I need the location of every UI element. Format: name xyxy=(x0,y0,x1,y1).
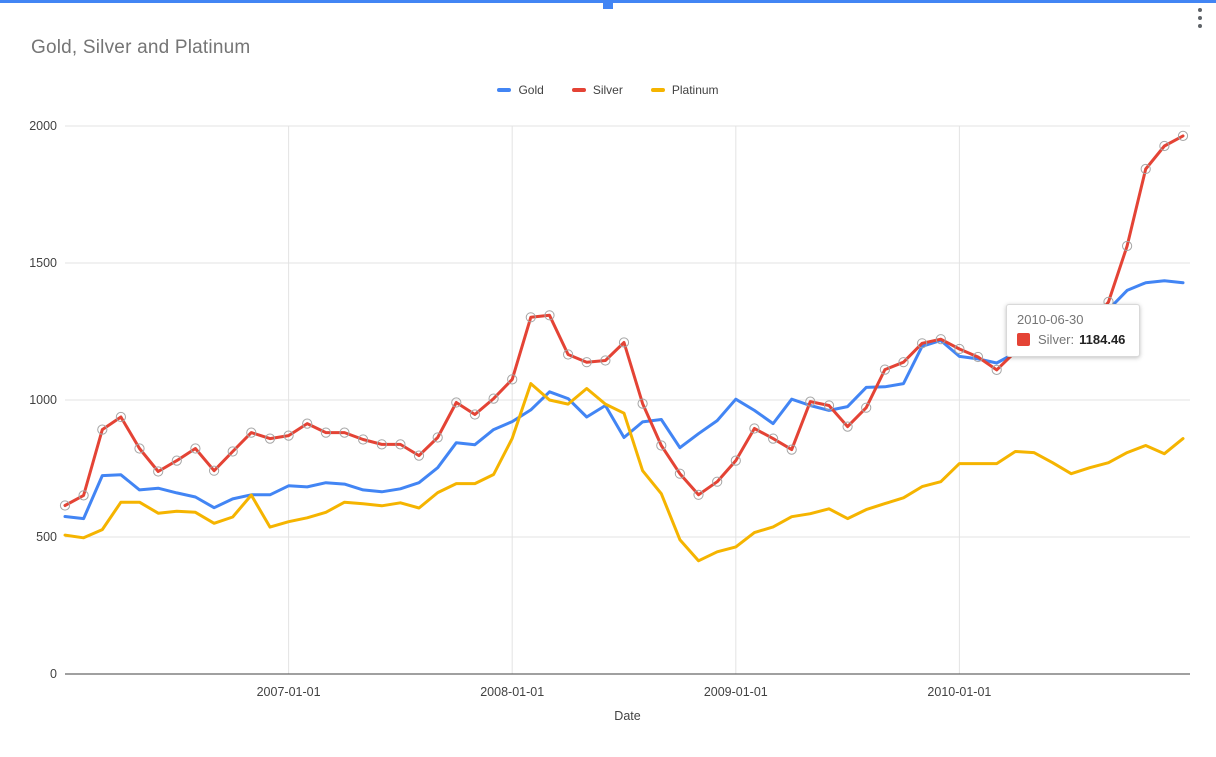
data-point-marker[interactable] xyxy=(59,500,71,511)
legend-label: Gold xyxy=(518,83,544,97)
legend-item-gold[interactable]: Gold xyxy=(497,83,544,97)
x-axis-tick-label: 2010-01-01 xyxy=(927,685,991,699)
data-point-marker[interactable] xyxy=(898,357,909,368)
data-point-marker[interactable] xyxy=(842,421,853,432)
more-vert-icon xyxy=(1198,16,1202,20)
chart-title: Gold, Silver and Platinum xyxy=(31,37,251,58)
data-point-marker[interactable] xyxy=(861,402,872,413)
data-point-marker[interactable] xyxy=(227,446,238,457)
data-point-marker[interactable] xyxy=(712,476,723,487)
data-point-marker[interactable] xyxy=(749,423,760,434)
data-point-marker[interactable] xyxy=(376,439,387,450)
data-point-marker[interactable] xyxy=(1159,140,1170,152)
data-point-marker[interactable] xyxy=(693,489,704,500)
data-point-marker[interactable] xyxy=(78,490,89,501)
data-point-marker[interactable] xyxy=(209,465,220,476)
y-axis-tick-label: 0 xyxy=(50,667,57,681)
data-point-marker[interactable] xyxy=(972,351,984,363)
y-axis-tick-label: 1000 xyxy=(29,393,57,407)
data-point-marker[interactable] xyxy=(246,427,257,438)
legend-item-silver[interactable]: Silver xyxy=(571,83,623,97)
data-point-marker[interactable] xyxy=(563,349,574,360)
data-point-marker[interactable] xyxy=(525,312,536,323)
data-point-marker[interactable] xyxy=(134,443,145,454)
y-axis-tick-label: 500 xyxy=(36,530,57,544)
data-point-marker[interactable] xyxy=(786,444,797,455)
data-point-marker[interactable] xyxy=(488,393,499,404)
chart-options-button[interactable] xyxy=(1193,7,1207,29)
chart-drag-handle[interactable] xyxy=(603,0,613,9)
data-point-marker[interactable] xyxy=(97,424,108,435)
data-point-marker[interactable] xyxy=(283,430,294,441)
data-point-marker[interactable] xyxy=(991,364,1002,375)
silver-series-swatch-icon xyxy=(1017,333,1030,346)
silver-series-swatch-icon xyxy=(571,88,586,92)
data-point-marker[interactable] xyxy=(320,427,331,438)
data-point-marker[interactable] xyxy=(768,433,779,444)
x-axis-title: Date xyxy=(614,709,640,723)
data-point-marker[interactable] xyxy=(805,396,816,407)
tooltip-value: 1184.46 xyxy=(1079,332,1126,347)
tooltip-series-name: Silver: xyxy=(1038,332,1075,347)
data-point-marker[interactable] xyxy=(339,427,350,438)
more-vert-icon xyxy=(1198,8,1202,12)
y-axis-tick-label: 2000 xyxy=(29,119,57,133)
data-point-marker[interactable] xyxy=(507,374,518,385)
data-point-marker[interactable] xyxy=(618,337,630,348)
data-point-marker[interactable] xyxy=(637,398,648,409)
data-point-marker[interactable] xyxy=(581,357,592,368)
data-point-marker[interactable] xyxy=(935,334,946,345)
data-point-marker[interactable] xyxy=(674,468,686,479)
data-point-marker[interactable] xyxy=(153,466,164,477)
more-vert-icon xyxy=(1198,24,1202,28)
legend-item-platinum[interactable]: Platinum xyxy=(650,83,719,97)
y-axis-tick-label: 1500 xyxy=(29,256,57,270)
data-point-marker[interactable] xyxy=(656,440,667,451)
data-point-marker[interactable] xyxy=(413,450,425,461)
data-point-marker[interactable] xyxy=(1122,240,1133,252)
data-point-marker[interactable] xyxy=(302,418,313,429)
x-axis-tick-label: 2009-01-01 xyxy=(704,685,768,699)
data-point-marker[interactable] xyxy=(544,310,555,321)
data-point-marker[interactable] xyxy=(190,443,201,454)
platinum-series-swatch-icon xyxy=(650,88,665,92)
data-point-marker[interactable] xyxy=(395,439,406,450)
x-axis-tick-label: 2007-01-01 xyxy=(257,685,321,699)
series-line-silver xyxy=(63,134,1185,507)
series-line-platinum xyxy=(63,382,1185,563)
data-point-marker[interactable] xyxy=(115,411,127,423)
data-point-marker[interactable] xyxy=(451,397,462,408)
x-axis-tick-label: 2008-01-01 xyxy=(480,685,544,699)
data-point-marker[interactable] xyxy=(600,355,611,366)
data-point-marker[interactable] xyxy=(954,343,965,355)
data-point-marker[interactable] xyxy=(1177,130,1189,141)
data-point-marker[interactable] xyxy=(730,455,741,466)
hover-tooltip: 2010-06-30 Silver: 1184.46 xyxy=(1006,304,1141,357)
legend-label: Silver xyxy=(592,83,623,97)
data-point-marker[interactable] xyxy=(171,455,182,466)
data-point-marker[interactable] xyxy=(469,409,480,420)
data-point-marker[interactable] xyxy=(432,432,443,443)
data-point-marker[interactable] xyxy=(264,433,276,444)
tooltip-date: 2010-06-30 xyxy=(1017,312,1084,327)
legend-label: Platinum xyxy=(671,83,719,97)
legend: Gold Silver Platinum xyxy=(0,82,1216,98)
data-point-marker[interactable] xyxy=(879,364,891,375)
data-point-marker[interactable] xyxy=(1140,163,1151,175)
data-point-marker[interactable] xyxy=(823,400,835,411)
data-point-marker[interactable] xyxy=(358,434,369,445)
gold-series-swatch-icon xyxy=(497,88,512,92)
data-point-marker[interactable] xyxy=(917,338,928,349)
